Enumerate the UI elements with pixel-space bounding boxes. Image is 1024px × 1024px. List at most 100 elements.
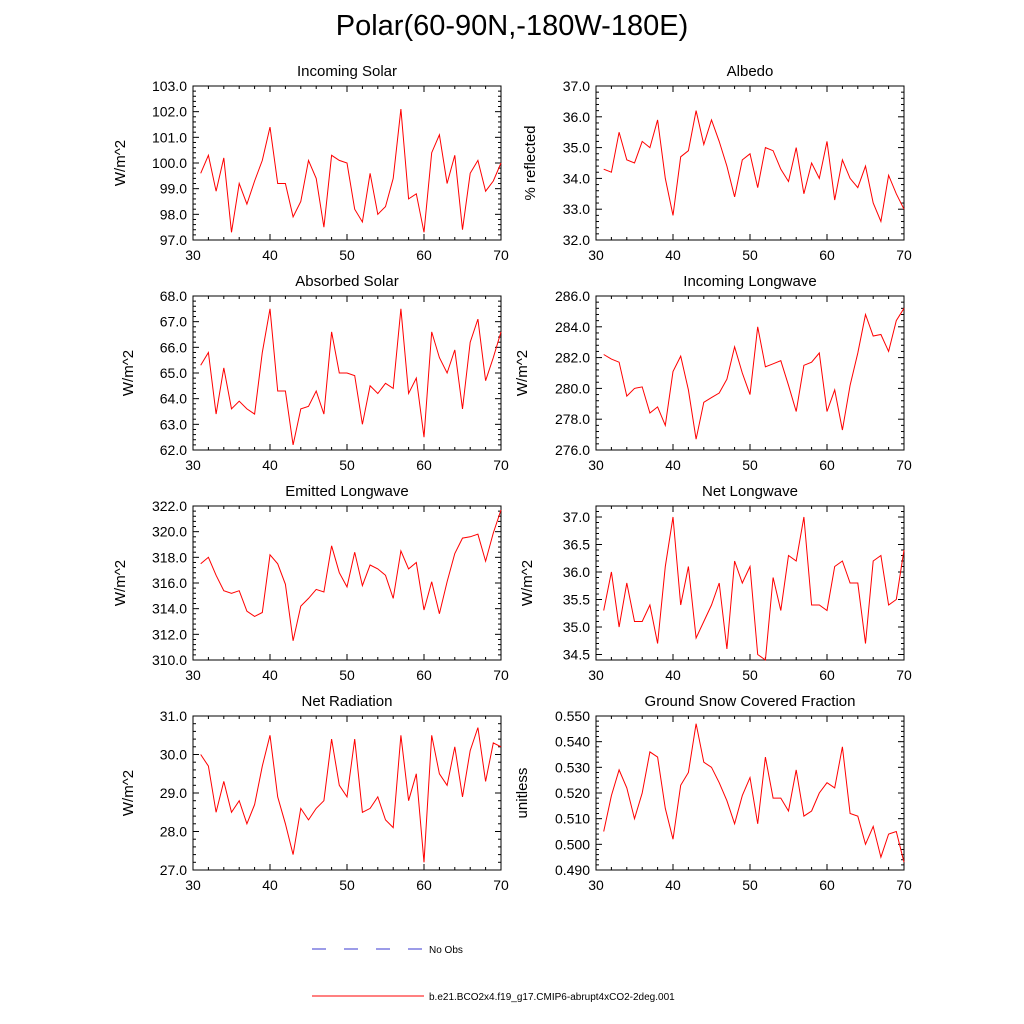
panel-6-xtick-label: 70 [896,667,912,683]
panel-3-ytick-label: 62.0 [160,442,187,458]
panel-4-ytick-label: 276.0 [555,442,590,458]
panel-6-title: Net Longwave [702,483,798,500]
panel-8-series-line [603,723,905,863]
panel-3-ytick-label: 65.0 [160,365,187,381]
panel-8-xtick-label: 40 [665,877,681,893]
panel-2-series-line [603,110,905,224]
panel-5-ytick-label: 320.0 [152,524,187,540]
panel-5-xtick-label: 60 [416,667,432,683]
panel-8-ylabel: unitless [514,768,531,819]
panel-6-ytick-label: 36.0 [563,564,590,580]
panel-1-xtick-label: 70 [493,247,509,263]
panel-1-ytick-label: 99.0 [160,181,187,197]
panel-7-ytick-label: 28.0 [160,824,187,840]
panel-8-ytick-label: 0.540 [555,734,590,750]
panel-7-xtick-label: 70 [493,877,509,893]
panel-8-ytick-label: 0.520 [555,785,590,801]
legend-obs-label: No Obs [429,945,463,956]
panel-5-xtick-label: 30 [185,667,201,683]
panel-1-ylabel: W/m^2 [112,140,129,186]
panel-6-ytick-label: 35.5 [563,592,590,608]
panel-3-xtick-label: 30 [185,457,201,473]
panel-5-frame [192,505,502,661]
panel-1-xtick-label: 50 [339,247,355,263]
panel-1-ytick-label: 98.0 [160,206,187,222]
panel-8-xtick-label: 60 [819,877,835,893]
panel-2-xtick-label: 50 [742,247,758,263]
panel-6-ylabel: W/m^2 [519,560,536,606]
panel-4-ytick-label: 278.0 [555,411,590,427]
panel-7-ylabel: W/m^2 [120,770,137,816]
panel-8-ytick-label: 0.490 [555,862,590,878]
panel-8-xtick-label: 70 [896,877,912,893]
panel-7-xtick-label: 50 [339,877,355,893]
panel-6-ytick-label: 37.0 [563,509,590,525]
panel-7-xtick-label: 30 [185,877,201,893]
panel-5-ytick-label: 312.0 [152,626,187,642]
panel-3-xtick-label: 50 [339,457,355,473]
panel-7-ytick-label: 31.0 [160,708,187,724]
panel-4-xtick-label: 70 [896,457,912,473]
panel-4-xtick-label: 60 [819,457,835,473]
panel-8-xtick-label: 30 [588,877,604,893]
panel-7-ytick-label: 30.0 [160,747,187,763]
panel-3-xtick-label: 60 [416,457,432,473]
panel-2-ytick-label: 32.0 [563,232,590,248]
panel-3-ytick-label: 68.0 [160,288,187,304]
panel-3-ytick-label: 66.0 [160,339,187,355]
panel-3-ytick-label: 67.0 [160,314,187,330]
panel-2-xtick-label: 30 [588,247,604,263]
panel-7-title: Net Radiation [302,693,393,710]
panel-8-ytick-label: 0.500 [555,836,590,852]
panel-6-ytick-label: 35.0 [563,619,590,635]
panel-1-ytick-label: 97.0 [160,232,187,248]
panel-1-xtick-label: 40 [262,247,278,263]
panel-1-ytick-label: 103.0 [152,78,187,94]
panel-5-ytick-label: 318.0 [152,549,187,565]
panel-2-ytick-label: 37.0 [563,78,590,94]
panel-3-ytick-label: 63.0 [160,416,187,432]
panel-6-ytick-label: 36.5 [563,537,590,553]
panel-5-xtick-label: 50 [339,667,355,683]
panel-5-title: Emitted Longwave [285,483,408,500]
panel-1-series-line [200,109,502,233]
panel-6-xtick-label: 30 [588,667,604,683]
panel-2-ytick-label: 33.0 [563,201,590,217]
panel-6-xtick-label: 60 [819,667,835,683]
panel-6-xtick-label: 50 [742,667,758,683]
panel-2-ytick-label: 34.0 [563,170,590,186]
panel-2-ytick-label: 36.0 [563,109,590,125]
panel-6-series-line [603,516,905,661]
panel-8-ytick-label: 0.550 [555,708,590,724]
panel-4-frame [595,295,905,451]
panel-2-title: Albedo [727,63,774,80]
panel-4-title: Incoming Longwave [683,273,816,290]
panel-5-ytick-label: 314.0 [152,601,187,617]
main-title: Polar(60-90N,-180W-180E) [335,10,689,42]
panel-6-xtick-label: 40 [665,667,681,683]
panel-7-xtick-label: 60 [416,877,432,893]
panel-4-series-line [603,308,905,440]
panel-4-ytick-label: 282.0 [555,350,590,366]
panel-2-xtick-label: 60 [819,247,835,263]
panel-7-ytick-label: 27.0 [160,862,187,878]
panel-3-title: Absorbed Solar [295,273,398,290]
legend-model-label: b.e21.BCO2x4.f19_g17.CMIP6-abrupt4xCO2-2… [429,992,675,1003]
panel-1-ytick-label: 100.0 [152,155,187,171]
panel-1-ytick-label: 101.0 [152,129,187,145]
panel-3-ytick-label: 64.0 [160,391,187,407]
panel-5-ytick-label: 322.0 [152,498,187,514]
panel-4-xtick-label: 30 [588,457,604,473]
panel-3-ylabel: W/m^2 [120,350,137,396]
panel-4-ylabel: W/m^2 [514,350,531,396]
panel-5-ylabel: W/m^2 [112,560,129,606]
panel-7-ytick-label: 29.0 [160,785,187,801]
panel-3-series-line [200,308,502,446]
panel-4-ytick-label: 284.0 [555,319,590,335]
panel-5-series-line [200,509,502,641]
panel-5-xtick-label: 70 [493,667,509,683]
panel-5-xtick-label: 40 [262,667,278,683]
panel-2-ytick-label: 35.0 [563,140,590,156]
panel-2-ylabel: % reflected [522,125,539,200]
panel-1-xtick-label: 30 [185,247,201,263]
